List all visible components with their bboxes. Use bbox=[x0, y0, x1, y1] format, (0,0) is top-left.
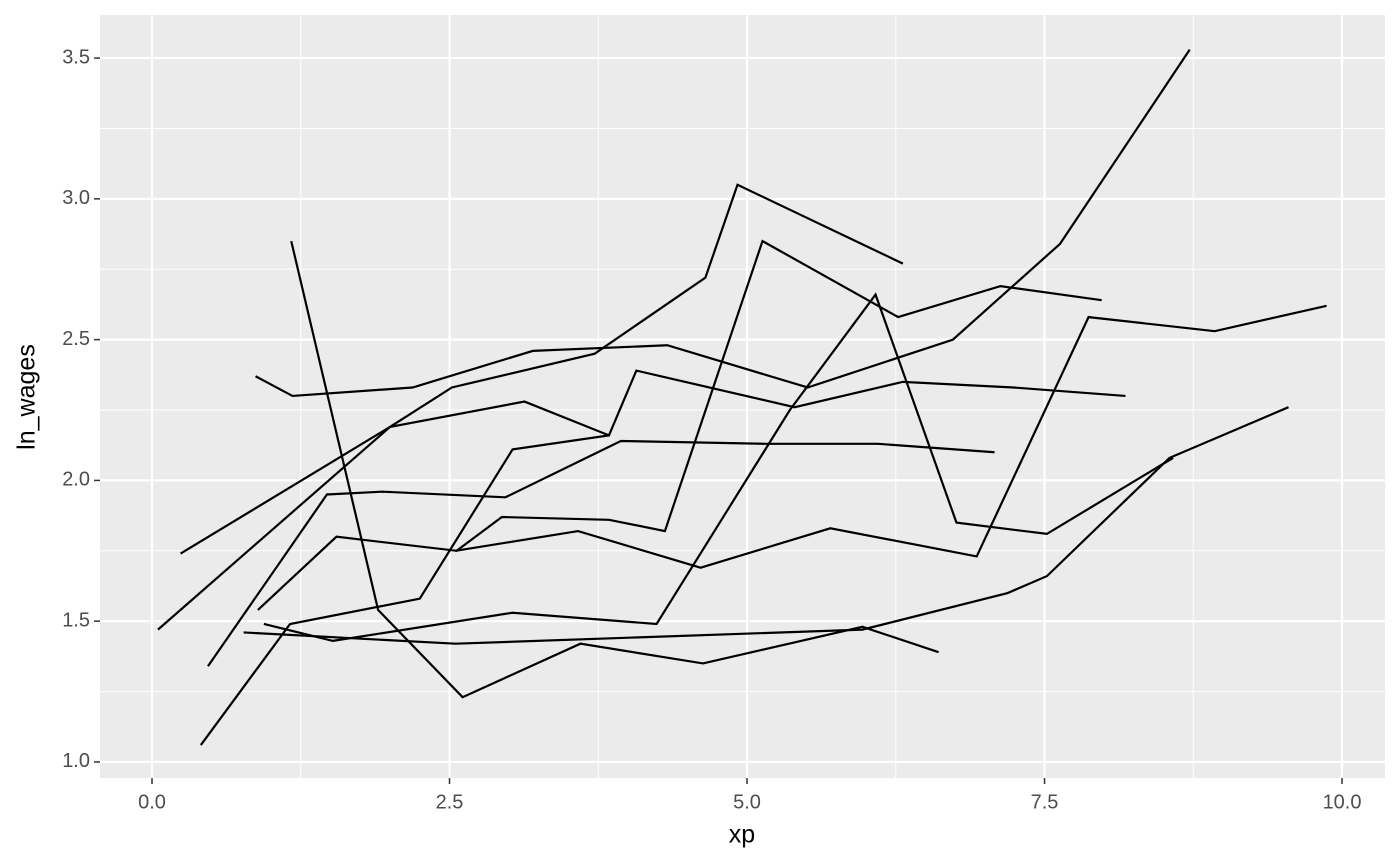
series-line bbox=[243, 406, 1289, 645]
y-tick-label: 3.0 bbox=[62, 187, 90, 209]
x-tick-label: 2.5 bbox=[436, 791, 464, 813]
x-tick-label: 7.5 bbox=[1031, 791, 1059, 813]
panel bbox=[100, 15, 1385, 778]
x-tick-label: 0.0 bbox=[138, 791, 166, 813]
y-tick-label: 2.5 bbox=[62, 328, 90, 350]
series-line bbox=[207, 439, 995, 667]
y-tick-label: 1.5 bbox=[62, 609, 90, 631]
y-axis-title: ln_wages bbox=[13, 344, 41, 450]
x-tick-label: 10.0 bbox=[1323, 791, 1362, 813]
x-tick-label: 5.0 bbox=[733, 791, 761, 813]
y-tick-label: 2.0 bbox=[62, 469, 90, 491]
series-line bbox=[199, 434, 610, 746]
series-line bbox=[290, 240, 939, 699]
y-tick-label: 3.5 bbox=[62, 46, 90, 68]
series-line bbox=[179, 369, 1126, 555]
series-line bbox=[255, 49, 1191, 398]
series-line bbox=[257, 239, 1102, 611]
y-tick-label: 1.0 bbox=[62, 750, 90, 772]
series-line bbox=[263, 292, 1174, 643]
x-axis-title: xp bbox=[729, 821, 755, 849]
series-line bbox=[455, 304, 1327, 569]
